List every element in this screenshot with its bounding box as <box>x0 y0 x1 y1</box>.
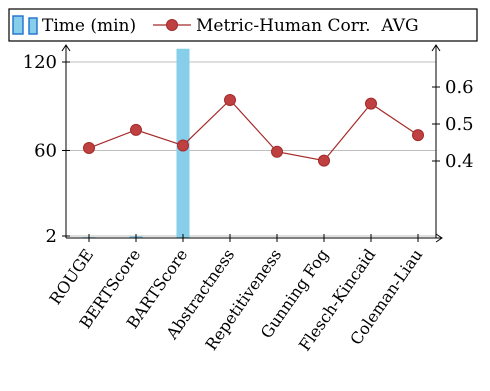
x-axis-ticks <box>88 234 419 242</box>
right-tick-label: 0.6 <box>445 77 474 98</box>
left-axis-arrow <box>61 44 71 52</box>
legend-bar-swatch-1 <box>12 15 24 35</box>
legend-label-time: Time (min) <box>42 16 136 36</box>
legend-label-corr: Metric-Human Corr. AVG <box>196 16 419 36</box>
x-axis-arrow <box>435 233 443 243</box>
legend-bar-swatch-2 <box>28 17 38 35</box>
line-series <box>83 93 424 167</box>
category-label: ROUGE <box>46 245 98 308</box>
right-tick-label: 0.5 <box>445 114 474 135</box>
legend: Time (min) Metric-Human Corr. AVG <box>8 8 478 42</box>
corr-marker <box>365 97 377 110</box>
left-axis-ticks: 2 60 120 <box>23 52 70 247</box>
legend-marker-swatch <box>166 19 178 31</box>
corr-marker <box>318 154 330 167</box>
left-tick-label: 2 <box>46 226 57 247</box>
right-tick-label: 0.4 <box>445 151 474 172</box>
legend-box <box>8 8 478 42</box>
corr-marker <box>83 142 95 155</box>
corr-marker <box>130 123 142 136</box>
corr-marker <box>224 93 236 106</box>
gridlines <box>66 61 436 237</box>
left-tick-label: 120 <box>23 52 57 73</box>
corr-line <box>88 99 419 162</box>
corr-marker <box>412 129 424 142</box>
left-tick-label: 60 <box>34 140 57 161</box>
bars <box>82 48 190 239</box>
right-axis-arrow <box>431 44 441 52</box>
axes <box>61 44 443 243</box>
right-axis-ticks: 0.4 0.5 0.6 <box>432 77 474 172</box>
corr-marker <box>177 139 189 152</box>
corr-marker <box>271 145 283 158</box>
category-labels: ROUGEBERTScoreBARTScoreAbstractnessRepet… <box>46 245 427 354</box>
